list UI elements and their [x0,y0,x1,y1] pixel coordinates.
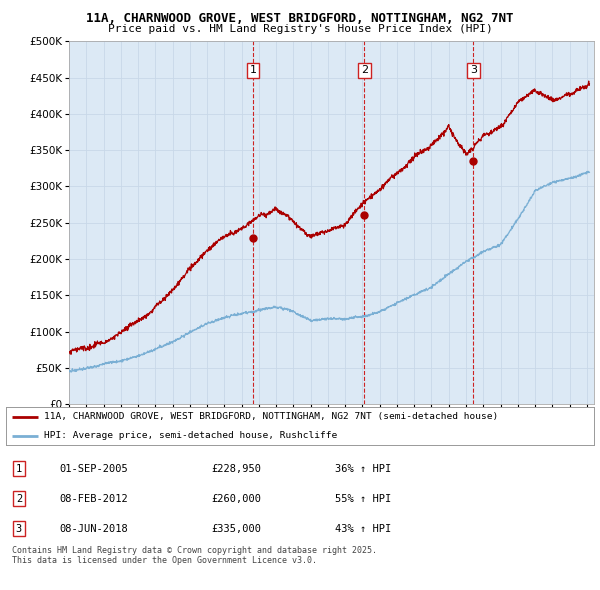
Text: 55% ↑ HPI: 55% ↑ HPI [335,494,392,504]
Text: 08-JUN-2018: 08-JUN-2018 [59,524,128,534]
Text: 2: 2 [16,494,22,504]
Text: 01-SEP-2005: 01-SEP-2005 [59,464,128,474]
Text: 43% ↑ HPI: 43% ↑ HPI [335,524,392,534]
Text: Price paid vs. HM Land Registry's House Price Index (HPI): Price paid vs. HM Land Registry's House … [107,24,493,34]
Text: £335,000: £335,000 [212,524,262,534]
Text: 36% ↑ HPI: 36% ↑ HPI [335,464,392,474]
Text: Contains HM Land Registry data © Crown copyright and database right 2025.
This d: Contains HM Land Registry data © Crown c… [12,546,377,565]
Text: 1: 1 [16,464,22,474]
Text: HPI: Average price, semi-detached house, Rushcliffe: HPI: Average price, semi-detached house,… [44,431,337,440]
Text: 3: 3 [16,524,22,534]
Text: £260,000: £260,000 [212,494,262,504]
Text: 2: 2 [361,65,368,76]
Text: £228,950: £228,950 [212,464,262,474]
Text: 11A, CHARNWOOD GROVE, WEST BRIDGFORD, NOTTINGHAM, NG2 7NT: 11A, CHARNWOOD GROVE, WEST BRIDGFORD, NO… [86,12,514,25]
Text: 08-FEB-2012: 08-FEB-2012 [59,494,128,504]
Text: 11A, CHARNWOOD GROVE, WEST BRIDGFORD, NOTTINGHAM, NG2 7NT (semi-detached house): 11A, CHARNWOOD GROVE, WEST BRIDGFORD, NO… [44,412,499,421]
Text: 3: 3 [470,65,477,76]
Text: 1: 1 [250,65,257,76]
